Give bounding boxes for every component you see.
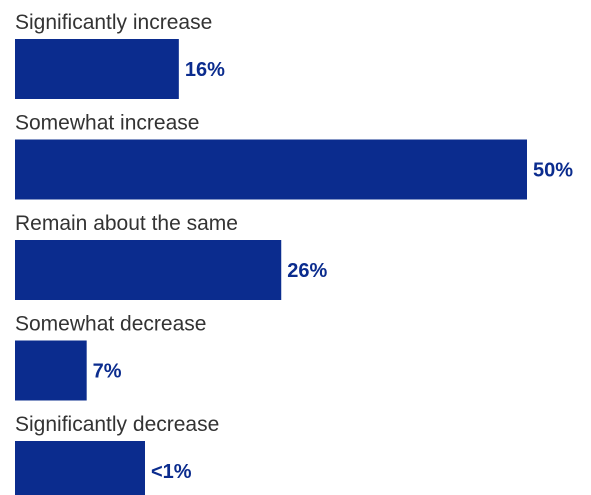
bar bbox=[15, 340, 87, 401]
category-label: Significantly decrease bbox=[15, 413, 219, 436]
bar bbox=[15, 39, 179, 99]
category-label: Somewhat decrease bbox=[15, 313, 206, 336]
value-label: 16% bbox=[185, 59, 225, 81]
category-label: Significantly increase bbox=[15, 11, 212, 34]
value-label: 7% bbox=[93, 361, 122, 383]
category-label: Somewhat increase bbox=[15, 112, 199, 135]
value-label: 26% bbox=[287, 260, 327, 282]
value-label: 50% bbox=[533, 160, 573, 182]
bar bbox=[15, 240, 282, 300]
bar bbox=[15, 441, 145, 495]
category-label: Remain about the same bbox=[15, 212, 238, 235]
bar bbox=[15, 139, 527, 200]
value-label: <1% bbox=[151, 461, 192, 483]
